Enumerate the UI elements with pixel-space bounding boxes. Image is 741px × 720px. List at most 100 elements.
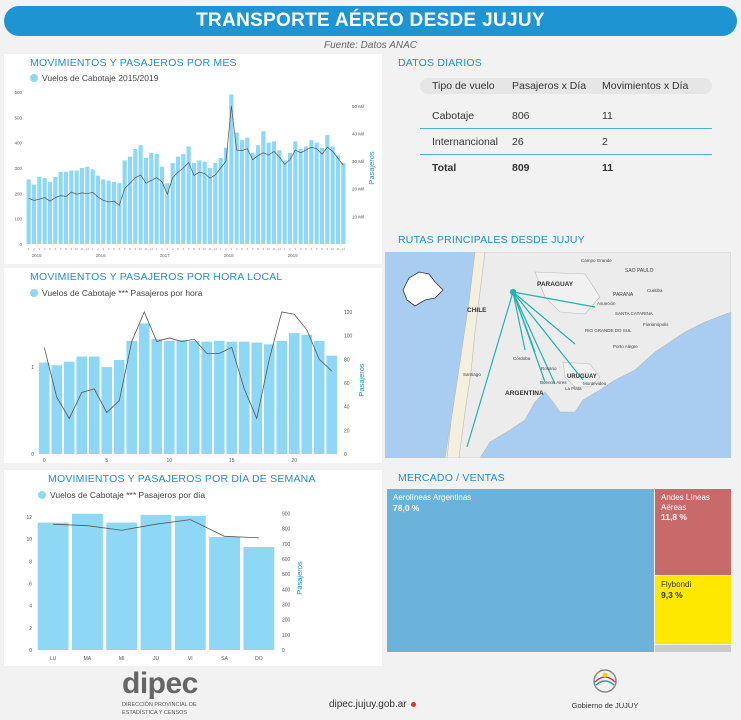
chart-bar xyxy=(63,171,69,244)
chart-bar xyxy=(325,135,330,244)
weekday-legend: Vuelos de Cabotaje *** Pasajeros por día xyxy=(38,490,205,500)
chart-bar xyxy=(163,340,175,454)
x-tick-label: 9 xyxy=(134,247,136,251)
x-tick-label: 7 xyxy=(188,247,190,251)
x-tick-label: VI xyxy=(188,656,193,662)
chart-bar xyxy=(101,179,106,244)
chart-bar xyxy=(181,154,186,244)
x-tick-label: 2 xyxy=(225,247,227,251)
chart-bar xyxy=(238,341,250,454)
legend-dot xyxy=(38,491,46,499)
cell-movimientos: 11 xyxy=(602,162,614,174)
chart-bar xyxy=(251,342,263,454)
x-tick-label: 1 xyxy=(156,247,158,251)
chart-bar xyxy=(261,131,266,244)
y2-tick-label: 120 xyxy=(344,310,353,316)
chart-bar xyxy=(250,152,255,244)
x-tick-label: 1 xyxy=(28,247,30,251)
y2-tick-label: 0 xyxy=(282,648,285,654)
website-link[interactable]: dipec.jujuy.gob.ar xyxy=(329,699,416,710)
x-tick-label: 9 xyxy=(70,247,72,251)
y2-tick-label: 300 xyxy=(282,603,291,609)
table-header: Tipo de vuelo Pasajeros x Día Movimiento… xyxy=(420,78,712,94)
x-tick-label: 4 xyxy=(300,247,302,251)
x-tick-label: 7 xyxy=(316,247,318,251)
chart-bar xyxy=(51,365,63,454)
chart-bar xyxy=(117,183,122,244)
chart-bar xyxy=(287,152,293,244)
y-tick-label: 200 xyxy=(14,191,22,196)
x-tick-label: 8 xyxy=(129,247,131,251)
chart-bar xyxy=(37,176,42,244)
chart-bar xyxy=(113,359,125,454)
chart-bar xyxy=(143,157,149,244)
y2-tick-label: 100 xyxy=(282,633,291,639)
chart-bar xyxy=(293,141,298,244)
hourly-legend: Vuelos de Cabotaje *** Pasajeros por hor… xyxy=(30,288,202,298)
header-tipo: Tipo de vuelo xyxy=(432,80,495,92)
routes-title: RUTAS PRINCIPALES DESDE JUJUY xyxy=(398,234,585,246)
chart-bar xyxy=(151,339,163,454)
table-row: Cabotaje 806 11 xyxy=(420,103,712,129)
chart-bar xyxy=(38,362,50,454)
x-tick-label: 5 xyxy=(241,247,243,251)
x-tick-label: 11 xyxy=(208,247,211,251)
chart-bar xyxy=(191,162,197,244)
x-tick-label: 4 xyxy=(108,247,110,251)
y2-tick-label: 80 xyxy=(344,357,350,363)
series-line xyxy=(53,519,259,539)
chart-bar xyxy=(175,156,181,244)
chart-bar xyxy=(149,152,154,244)
monthly-legend: Vuelos de Cabotaje 2015/2019 xyxy=(30,73,158,83)
x-tick-label: 12 xyxy=(150,247,154,251)
cell-pasajeros: 806 xyxy=(512,109,530,122)
chart-bar xyxy=(140,514,172,650)
monthly-legend-label: Vuelos de Cabotaje 2015/2019 xyxy=(42,73,159,83)
dipec-logo: dipec DIRECCIÓN PROVINCIAL DE ESTADÍSTIC… xyxy=(122,667,198,716)
chart-bar xyxy=(111,181,117,244)
x-tick-label: 15 xyxy=(229,458,235,464)
x-tick-label: 5 xyxy=(105,458,108,464)
y2-tick-label: 20 Mil xyxy=(352,187,364,192)
map-label: ARGENTINA xyxy=(505,390,544,397)
chart-bar xyxy=(138,145,143,244)
hourly-legend-label: Vuelos de Cabotaje *** Pasajeros por hor… xyxy=(42,288,203,298)
chart-bar xyxy=(213,340,225,454)
cell-tipo: Total xyxy=(432,162,457,174)
x-tick-label: 5 xyxy=(49,247,51,251)
treemap-andes[interactable]: Andes Líneas Aéreas 11,8 % xyxy=(655,489,731,575)
chart-bar xyxy=(234,132,239,244)
dipec-sub-2: ESTADÍSTICA Y CENSOS xyxy=(122,709,188,716)
y2-axis-label: Pasajeros xyxy=(357,363,366,397)
chart-bar xyxy=(282,160,287,244)
monthly-title: MOVIMIENTOS Y PASAJEROS POR MES xyxy=(30,57,237,69)
y2-tick-label: 0 xyxy=(344,452,347,458)
cell-tipo: Cabotaje xyxy=(432,109,475,122)
chart-bar xyxy=(223,147,229,244)
x-tick-label: 7 xyxy=(124,247,126,251)
x-tick-label: 20 xyxy=(291,458,297,464)
chart-bar xyxy=(31,184,37,244)
x-tick-label: 10 xyxy=(139,247,143,251)
chart-bar xyxy=(74,170,79,244)
x-tick-label: 8 xyxy=(193,247,195,251)
treemap-flybondi[interactable]: Flybondi 9,3 % xyxy=(655,576,731,644)
route-lines xyxy=(466,288,596,448)
chart-bar xyxy=(186,146,191,244)
routes-map[interactable]: PARAGUAY CHILE ARGENTINA URUGUAY Córdoba… xyxy=(385,252,731,458)
website-url: dipec.jujuy.gob.ar xyxy=(329,699,407,710)
map-label: Montevideo xyxy=(583,381,607,386)
x-tick-label: 4 xyxy=(236,247,238,251)
x-tick-label: 6 xyxy=(310,247,312,251)
gobierno-text: Gobierno de JUJUY xyxy=(571,701,639,710)
chart-bar xyxy=(101,366,113,454)
x-tick-label: 11 xyxy=(272,247,275,251)
y-tick-label: 0 xyxy=(19,242,22,247)
y-tick-label: 4 xyxy=(29,604,32,610)
chart-bar xyxy=(53,176,58,244)
treemap-aerolineas[interactable]: Aerolíneas Argentinas 78,0 % xyxy=(387,489,654,652)
y2-tick-label: 40 Mil xyxy=(352,131,364,136)
cell-movimientos: 2 xyxy=(602,135,608,148)
chart-bar xyxy=(176,339,188,454)
y-tick-label: 0 xyxy=(29,648,32,654)
